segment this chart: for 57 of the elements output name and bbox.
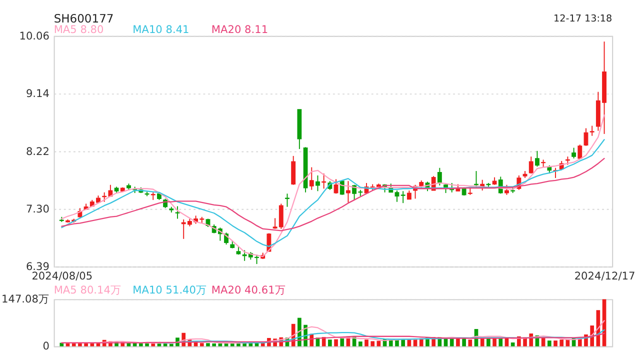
- candlestick: [437, 167, 442, 186]
- candlestick: [285, 193, 290, 208]
- candlestick: [291, 155, 296, 186]
- candlestick: [346, 180, 350, 203]
- y-tick-label: 7.30: [26, 204, 50, 216]
- candlestick: [572, 147, 576, 159]
- line-series: [61, 139, 605, 248]
- y-tick-label: 10.06: [19, 30, 50, 42]
- text: MA20 8.11: [211, 24, 268, 36]
- bar: [480, 338, 484, 346]
- text: MA5 80.14万: [54, 284, 122, 296]
- y-tick-label: 8.22: [26, 146, 50, 158]
- candlestick: [309, 166, 314, 190]
- text: MA10 51.40万: [132, 284, 207, 296]
- text: 12-17 13:18: [554, 14, 612, 24]
- candlestick: [578, 144, 582, 160]
- y-tick-label: 9.14: [26, 88, 50, 100]
- bar: [358, 342, 362, 346]
- candlestick: [150, 192, 156, 200]
- bar: [554, 340, 558, 346]
- bar: [66, 343, 70, 346]
- chart-title: SH600177: [54, 11, 114, 26]
- bar: [510, 342, 515, 346]
- candlestick: [322, 173, 326, 190]
- y-tick-label: 0: [42, 340, 50, 353]
- x-tick-label: 2024/12/17: [574, 270, 636, 283]
- y-tick-label: 147.08万: [2, 294, 50, 306]
- y-tick-label: 6.39: [26, 260, 50, 273]
- bar: [334, 339, 338, 346]
- candlestick: [316, 174, 320, 192]
- candlestick: [340, 180, 344, 196]
- candlestick: [535, 150, 540, 168]
- candlestick: [584, 128, 588, 146]
- line-series: [61, 158, 605, 232]
- bar: [370, 341, 375, 346]
- bar: [547, 340, 552, 346]
- candlestick: [175, 206, 180, 220]
- bar: [212, 343, 216, 346]
- bar: [163, 343, 168, 346]
- bar: [376, 340, 381, 346]
- text: MA10 8.41: [132, 24, 190, 36]
- bar: [468, 340, 472, 346]
- x-tick-label: 2024/08/05: [32, 270, 93, 283]
- text: MA20 40.61万: [211, 284, 286, 296]
- bar: [364, 340, 368, 346]
- bar: [560, 340, 564, 346]
- candlestick: [334, 178, 338, 194]
- line-series: [61, 332, 605, 344]
- candlestick: [400, 190, 406, 204]
- bar: [206, 343, 210, 346]
- candlestick: [528, 156, 534, 174]
- bar: [328, 340, 332, 346]
- bar: [218, 343, 222, 346]
- candlestick: [590, 125, 594, 136]
- candlestick: [474, 170, 478, 188]
- text: MA5 8.80: [54, 24, 104, 36]
- bar: [200, 343, 204, 346]
